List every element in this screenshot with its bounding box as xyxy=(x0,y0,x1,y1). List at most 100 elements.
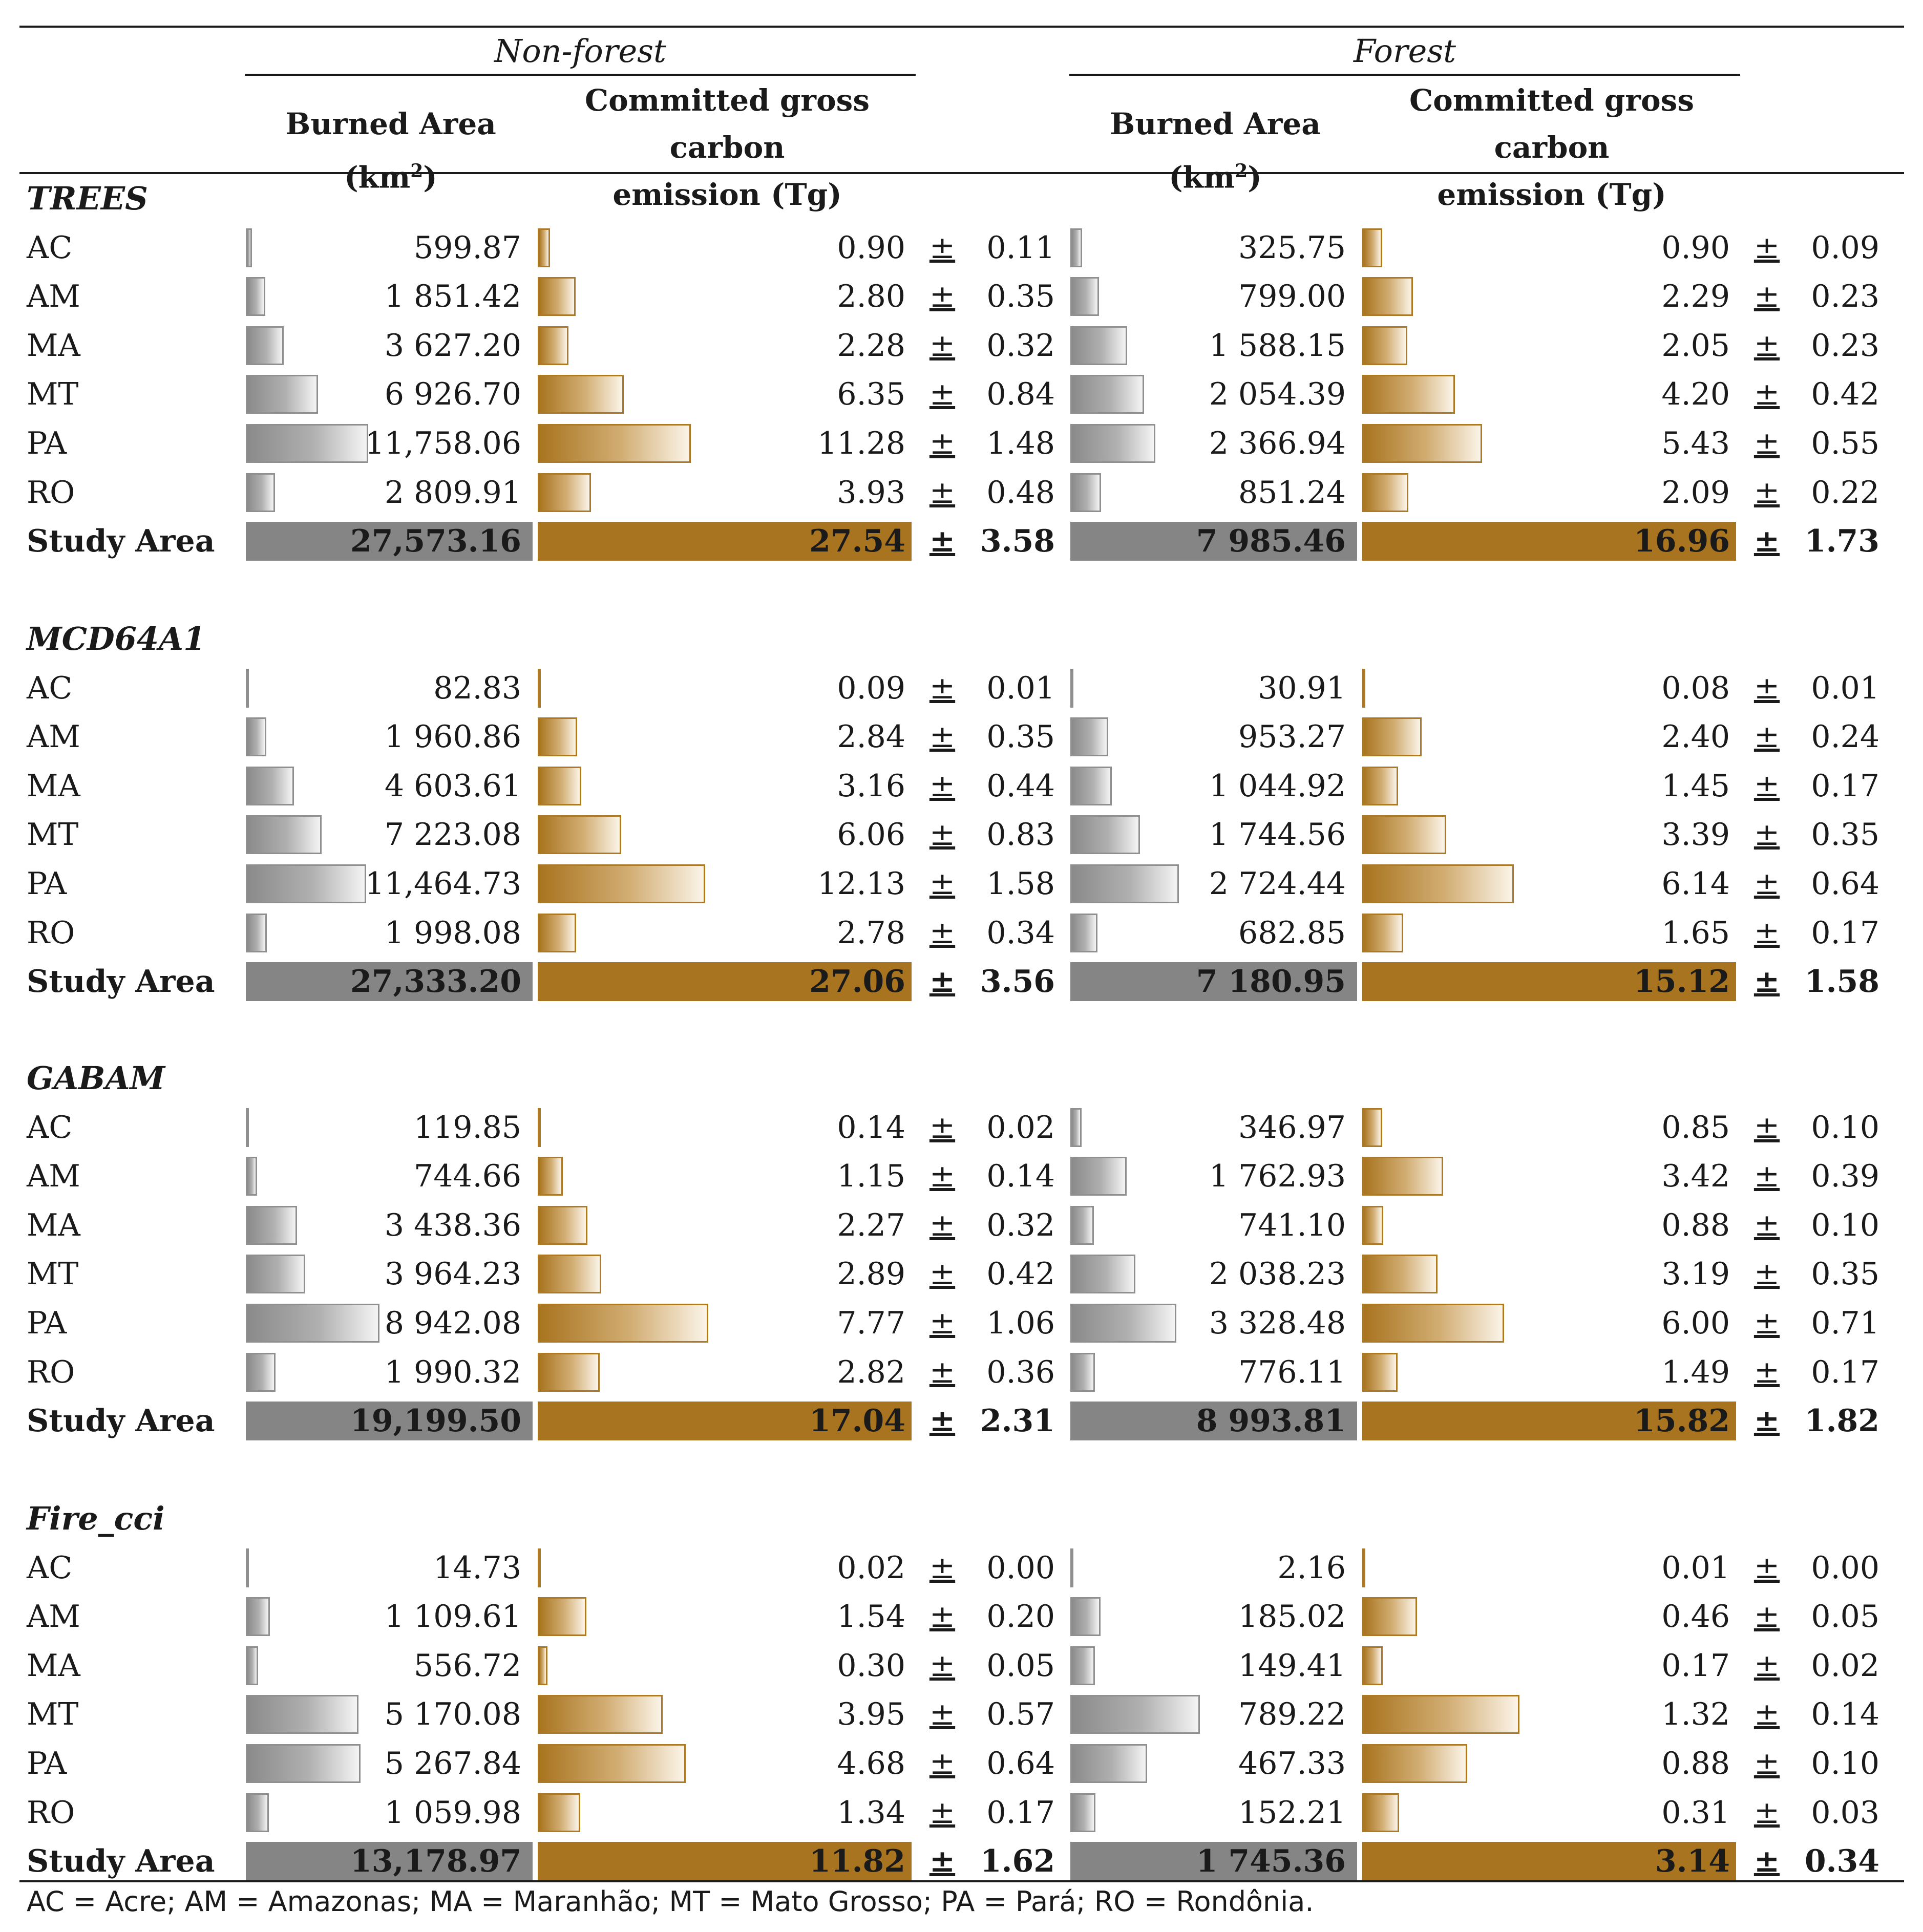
plus-minus-sign: ± xyxy=(929,1599,956,1635)
non-forest-uncertainty: 3.58 xyxy=(980,523,1055,560)
forest-burned-area-cell: 346.97 xyxy=(1070,1107,1357,1148)
plus-minus-sign: ± xyxy=(929,1207,956,1243)
forest-burned-area-bar xyxy=(1070,1597,1101,1637)
plus-minus-sign: ± xyxy=(929,719,956,755)
plus-minus-sign: ± xyxy=(1753,866,1780,902)
plus-minus-sign: ± xyxy=(1753,1305,1780,1341)
forest-burned-area-value: 7 985.46 xyxy=(1196,523,1346,560)
forest-uncertainty: 0.17 xyxy=(1811,768,1879,804)
region-label: AM xyxy=(27,279,80,315)
non-forest-burned-area-cell: 27,333.20 xyxy=(246,961,533,1002)
non-forest-emission-cell: 11.82 xyxy=(538,1841,917,1882)
non-forest-emission-cell: 2.78 xyxy=(538,912,917,953)
forest-emission-value: 3.19 xyxy=(1661,1256,1730,1292)
forest-burned-area-value: 7 180.95 xyxy=(1196,964,1346,1000)
forest-burned-area-value: 1 588.15 xyxy=(1209,327,1346,364)
non-forest-burned-area-cell: 13,178.97 xyxy=(246,1841,533,1882)
total-row: Study Area 13,178.97 11.82 ±1.62 1 745.36 3.1… xyxy=(0,1841,1923,1882)
table-row: RO 1 998.08 2.78 ±0.34 682.85 1.65 ±0.17 xyxy=(0,912,1923,953)
non-forest-burned-area-cell: 599.87 xyxy=(246,227,533,268)
region-label: MA xyxy=(27,768,80,804)
forest-emission-cell: 3.14 xyxy=(1362,1841,1741,1882)
plus-minus-sign: ± xyxy=(1753,1403,1780,1439)
forest-emission-value: 6.00 xyxy=(1661,1305,1730,1341)
forest-emission-value: 2.05 xyxy=(1661,327,1730,364)
plus-minus-sign: ± xyxy=(1753,1746,1780,1781)
forest-burned-area-cell: 1 744.56 xyxy=(1070,814,1357,855)
region-label: MT xyxy=(27,817,79,853)
forest-emission-bar xyxy=(1362,228,1382,267)
table-row: AM 744.66 1.15 ±0.14 1 762.93 3.42 ±0.39 xyxy=(0,1156,1923,1197)
bottom-rule xyxy=(19,1880,1904,1882)
top-rule xyxy=(19,26,1904,28)
forest-burned-area-bar xyxy=(1070,1646,1095,1685)
non-forest-uncertainty: 0.42 xyxy=(986,1256,1055,1292)
non-forest-emission-cell: 0.14 xyxy=(538,1107,917,1148)
plus-minus-sign: ± xyxy=(1753,670,1780,706)
non-forest-uncertainty: 0.20 xyxy=(986,1599,1055,1635)
forest-burned-area-bar xyxy=(1070,717,1109,757)
non-forest-burned-area-value: 5 170.08 xyxy=(384,1696,521,1733)
forest-burned-area-cell: 152.21 xyxy=(1070,1792,1357,1833)
forest-burned-area-bar xyxy=(1070,375,1145,414)
plus-minus-sign: ± xyxy=(929,279,956,315)
forest-burned-area-bar xyxy=(1070,424,1155,463)
forest-burned-area-cell: 2 366.94 xyxy=(1070,423,1357,464)
plus-minus-sign: ± xyxy=(1753,915,1780,951)
non-forest-burned-area-bar xyxy=(246,962,533,1002)
forest-emission-cell: 3.42 xyxy=(1362,1156,1741,1197)
non-forest-burned-area-bar xyxy=(246,1597,270,1637)
forest-burned-area-cell: 1 044.92 xyxy=(1070,766,1357,806)
forest-emission-value: 1.49 xyxy=(1661,1354,1730,1390)
forest-emission-value: 3.39 xyxy=(1661,817,1730,853)
header-burned-area-non-forest: Burned Area (km2) xyxy=(245,100,537,201)
forest-burned-area-bar xyxy=(1070,1255,1135,1294)
non-forest-uncertainty: 0.35 xyxy=(986,719,1055,755)
non-forest-burned-area-cell: 19,199.50 xyxy=(246,1400,533,1441)
non-forest-emission-bar xyxy=(538,522,912,561)
forest-uncertainty: 0.09 xyxy=(1811,229,1879,266)
non-forest-emission-bar xyxy=(538,668,541,708)
non-forest-emission-bar xyxy=(538,277,576,316)
plus-minus-sign: ± xyxy=(929,817,956,853)
non-forest-uncertainty: 0.32 xyxy=(986,1207,1055,1243)
non-forest-burned-area-bar xyxy=(246,913,267,952)
plus-minus-sign: ± xyxy=(929,229,956,266)
non-forest-emission-bar xyxy=(538,228,550,267)
header-emission-line1: Committed gross carbon xyxy=(585,83,870,165)
non-forest-burned-area-value: 3 627.20 xyxy=(384,327,521,364)
non-forest-burned-area-value: 14.73 xyxy=(433,1549,521,1586)
header-emission-line1: Committed gross carbon xyxy=(1409,83,1694,165)
forest-burned-area-value: 2.16 xyxy=(1277,1549,1346,1586)
non-forest-emission-bar xyxy=(538,1352,600,1392)
plus-minus-sign: ± xyxy=(929,1794,956,1831)
table-row: MA 3 438.36 2.27 ±0.32 741.10 0.88 ±0.10 xyxy=(0,1205,1923,1246)
forest-emission-cell: 0.85 xyxy=(1362,1107,1741,1148)
region-label: AC xyxy=(27,670,73,706)
non-forest-emission-cell: 17.04 xyxy=(538,1400,917,1441)
section-title: MCD64A1 xyxy=(27,620,206,657)
non-forest-emission-bar xyxy=(538,1108,541,1147)
non-forest-emission-value: 2.82 xyxy=(837,1354,905,1390)
forest-uncertainty: 0.42 xyxy=(1811,376,1879,413)
non-forest-emission-cell: 1.15 xyxy=(538,1156,917,1197)
forest-burned-area-value: 2 366.94 xyxy=(1209,426,1346,461)
non-forest-emission-value: 2.89 xyxy=(837,1256,905,1292)
non-forest-burned-area-bar xyxy=(246,277,265,316)
non-forest-uncertainty: 0.35 xyxy=(986,279,1055,315)
non-forest-burned-area-value: 1 960.86 xyxy=(384,719,521,755)
non-forest-uncertainty: 0.02 xyxy=(986,1109,1055,1145)
forest-uncertainty: 0.23 xyxy=(1811,327,1879,364)
table-row: MT 3 964.23 2.89 ±0.42 2 038.23 3.19 ±0.35 xyxy=(0,1254,1923,1294)
non-forest-burned-area-cell: 1 109.61 xyxy=(246,1596,533,1637)
region-label: PA xyxy=(27,866,67,902)
forest-emission-cell: 0.31 xyxy=(1362,1792,1741,1833)
forest-emission-bar xyxy=(1362,1108,1383,1147)
non-forest-burned-area-cell: 1 998.08 xyxy=(246,912,533,953)
plus-minus-sign: ± xyxy=(1753,1843,1780,1880)
forest-emission-cell: 3.39 xyxy=(1362,814,1741,855)
region-label: MA xyxy=(27,1207,80,1243)
forest-emission-bar xyxy=(1362,1744,1467,1783)
forest-burned-area-cell: 3 328.48 xyxy=(1070,1303,1357,1344)
non-forest-burned-area-value: 119.85 xyxy=(414,1109,521,1145)
